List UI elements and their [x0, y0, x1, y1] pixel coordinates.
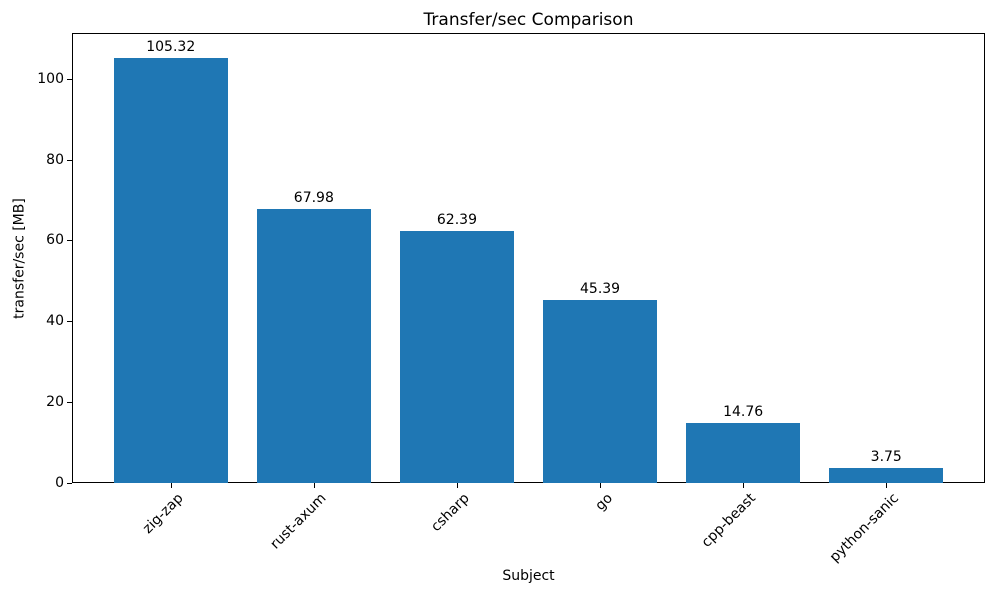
x-tick-mark: [456, 483, 458, 488]
x-tick-mark: [313, 483, 315, 488]
bar-value-label-rust-axum: 67.98: [293, 189, 334, 206]
x-tick-label-python-sanic: python-sanic: [826, 490, 902, 566]
chart-title: Transfer/sec Comparison: [423, 10, 634, 30]
y-tick-label: 100: [37, 70, 64, 87]
x-tick-label-go: go: [592, 490, 616, 514]
y-tick-mark: [67, 401, 72, 403]
x-axis-label: Subject: [502, 568, 555, 584]
x-tick-label-zig-zap: zig-zap: [139, 490, 187, 537]
bar-zig-zap: [113, 57, 228, 483]
bar-go: [542, 299, 658, 483]
y-tick-mark: [67, 78, 72, 80]
bar-value-label-python-sanic: 3.75: [870, 448, 902, 465]
bar-value-label-go: 45.39: [580, 280, 621, 297]
y-tick-label: 0: [55, 474, 64, 491]
bar-python-sanic: [829, 467, 944, 483]
y-tick-mark: [67, 240, 72, 242]
bar-rust-axum: [256, 208, 372, 483]
y-tick-label: 80: [46, 151, 64, 168]
y-tick-mark: [67, 321, 72, 323]
y-tick-label: 60: [46, 232, 64, 249]
y-tick-label: 20: [46, 393, 64, 410]
y-tick-mark: [67, 159, 72, 161]
bar-csharp: [399, 231, 515, 483]
bar-value-label-csharp: 62.39: [436, 212, 477, 229]
bar-value-label-cpp-beast: 14.76: [723, 404, 764, 421]
x-tick-mark: [600, 483, 602, 488]
y-tick-label: 40: [46, 313, 64, 330]
x-tick-label-cpp-beast: cpp-beast: [698, 490, 759, 551]
x-tick-label-csharp: csharp: [427, 490, 473, 535]
bar-cpp-beast: [685, 423, 801, 483]
x-tick-mark: [743, 483, 745, 488]
x-tick-mark: [170, 483, 172, 488]
x-tick-mark: [886, 483, 888, 488]
y-tick-mark: [67, 482, 72, 484]
bar-value-label-zig-zap: 105.32: [146, 38, 196, 55]
x-tick-label-rust-axum: rust-axum: [267, 490, 330, 553]
